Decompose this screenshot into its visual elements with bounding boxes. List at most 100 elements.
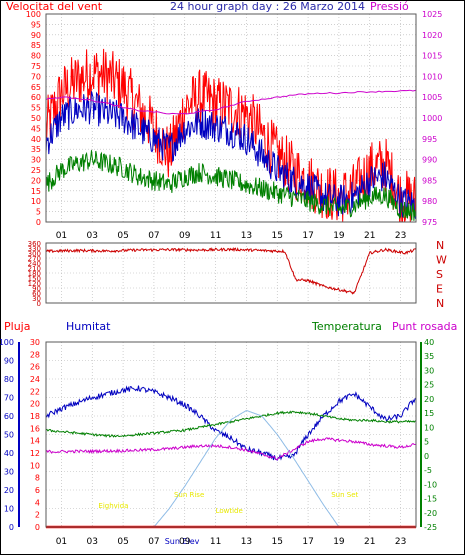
chart-title: 24 hour graph day : 26 Marzo 2014 <box>170 0 365 13</box>
temperature-ytick-label: -10 <box>424 480 437 489</box>
direction-ytick-label: 60 <box>32 290 41 298</box>
direction-ytick-label: 360 <box>28 240 41 248</box>
wind-ytick-label: 35 <box>31 145 41 154</box>
wind-ytick-label: 85 <box>31 41 41 50</box>
temperature-ytick-label: -20 <box>424 509 437 518</box>
rain-ytick-label: 6 <box>35 486 40 495</box>
wind-panel-frame <box>45 13 417 223</box>
wind-panel-xtick: 03 <box>87 231 98 241</box>
humidity-ytick-label: 20 <box>4 486 14 495</box>
humidity-panel-series-line <box>45 385 417 461</box>
pressure-ytick-label: 1010 <box>422 72 442 81</box>
humidity-panel-xtick: 07 <box>148 537 159 547</box>
wind-ytick-label: 60 <box>31 93 41 102</box>
humidity-panel-xtick: 01 <box>56 537 67 547</box>
pressure-ytick-label: 1015 <box>422 52 442 61</box>
wind-ytick-label: 95 <box>31 20 41 29</box>
direction-compass-label: W <box>436 254 447 267</box>
humidity-panel-xtick: 15 <box>272 537 283 547</box>
wind-panel-xtick: 01 <box>56 231 67 241</box>
humidity-ytick-label: 0 <box>9 523 14 532</box>
humidity-panel-xtick: 11 <box>210 537 221 547</box>
wind-panel-xtick: 13 <box>241 231 252 241</box>
wind-ytick-label: 55 <box>31 104 41 113</box>
temperature-ytick-label: 40 <box>424 338 434 347</box>
wind-ytick-label: 65 <box>31 83 41 92</box>
wind-ytick-label: 90 <box>31 31 41 40</box>
humidity-panel-xtick: 19 <box>333 537 345 547</box>
direction-ytick-label: 270 <box>28 255 41 263</box>
direction-compass-label: S <box>436 268 443 281</box>
wind-ytick-label: 25 <box>31 166 41 175</box>
wind-series-line <box>45 150 417 221</box>
pressure-ytick-label: 995 <box>422 135 437 144</box>
wind-ytick-label: 40 <box>31 135 41 144</box>
temperature-ytick-label: -15 <box>424 495 437 504</box>
wind-ytick-label: 100 <box>26 10 41 19</box>
rain-ytick-label: 14 <box>30 437 40 446</box>
direction-ytick-label: 150 <box>28 275 41 283</box>
humidity-ytick-label: 70 <box>4 394 14 403</box>
humidity-panel-xtick: 21 <box>364 537 375 547</box>
direction-ytick-label: 120 <box>28 280 41 288</box>
wind-ytick-label: 75 <box>31 62 41 71</box>
annotation-sun-elev: Sun Elev <box>165 537 200 546</box>
wind-series-line <box>45 89 417 115</box>
direction-ytick-label: 90 <box>32 285 41 293</box>
wind-ytick-label: 0 <box>36 218 41 227</box>
temperature-ytick-label: 10 <box>424 423 434 432</box>
wind-ytick-label: 15 <box>31 187 41 196</box>
rain-ytick-label: 28 <box>30 350 40 359</box>
humidity-ytick-label: 30 <box>4 468 14 477</box>
rain-ytick-label: 2 <box>35 511 40 520</box>
wind-ytick-label: 80 <box>31 52 41 61</box>
direction-panel-frame <box>45 242 417 304</box>
humidity-panel-xtick: 17 <box>302 537 313 547</box>
annotation-sun-set: Sun Set <box>331 491 358 499</box>
humidity-panel-xtick: 03 <box>87 537 98 547</box>
temperature-ytick-label: 30 <box>424 366 434 375</box>
humidity-ytick-label: 100 <box>0 338 14 347</box>
wind-ytick-label: 45 <box>31 124 41 133</box>
temperature-ytick-label: 25 <box>424 381 434 390</box>
wind-ytick-label: 10 <box>31 197 41 206</box>
humidity-panel-series-line <box>45 437 417 461</box>
wind-series-line <box>45 91 417 220</box>
header-right-label: Pressió <box>370 0 409 13</box>
humidity-panel-frame <box>45 341 417 528</box>
rain-ytick-label: 8 <box>35 474 40 483</box>
rain-ytick-label: 10 <box>30 461 40 470</box>
wind-panel-xtick: 09 <box>179 231 191 241</box>
direction-compass-label: N <box>436 297 444 310</box>
direction-ytick-label: 30 <box>32 295 41 303</box>
wind-panel-xtick: 23 <box>395 231 406 241</box>
direction-ytick-label: 240 <box>28 260 41 268</box>
wind-panel-xtick: 21 <box>364 231 375 241</box>
rain-ytick-label: 26 <box>30 363 40 372</box>
wind-panel-xtick: 19 <box>333 231 345 241</box>
wind-panel-xtick: 11 <box>210 231 221 241</box>
direction-series-line <box>45 247 417 295</box>
rain-ytick-label: 20 <box>30 400 40 409</box>
wind-panel-xtick: 05 <box>117 231 128 241</box>
direction-ytick-label: 330 <box>28 245 41 253</box>
annotation-sun-rise: Sun Rise <box>174 491 204 499</box>
wind-panel-xtick: 15 <box>272 231 283 241</box>
pressure-ytick-label: 1000 <box>422 114 442 123</box>
pressure-ytick-label: 1020 <box>422 31 442 40</box>
humidity-panel-xtick: 23 <box>395 537 406 547</box>
direction-compass-label: N <box>436 239 444 252</box>
temperature-ytick-label: 20 <box>424 395 434 404</box>
temperature-ytick-label: -5 <box>424 466 432 475</box>
temperature-ytick-label: 15 <box>424 409 434 418</box>
wind-panel-xtick: 07 <box>148 231 159 241</box>
humidity-ytick-label: 60 <box>4 412 14 421</box>
wind-ytick-label: 70 <box>31 72 41 81</box>
pressure-ytick-label: 1025 <box>422 10 442 19</box>
legend-pluja: Pluja <box>4 320 30 333</box>
direction-ytick-label: 210 <box>28 265 41 273</box>
humidity-panel-xtick: 05 <box>117 537 128 547</box>
